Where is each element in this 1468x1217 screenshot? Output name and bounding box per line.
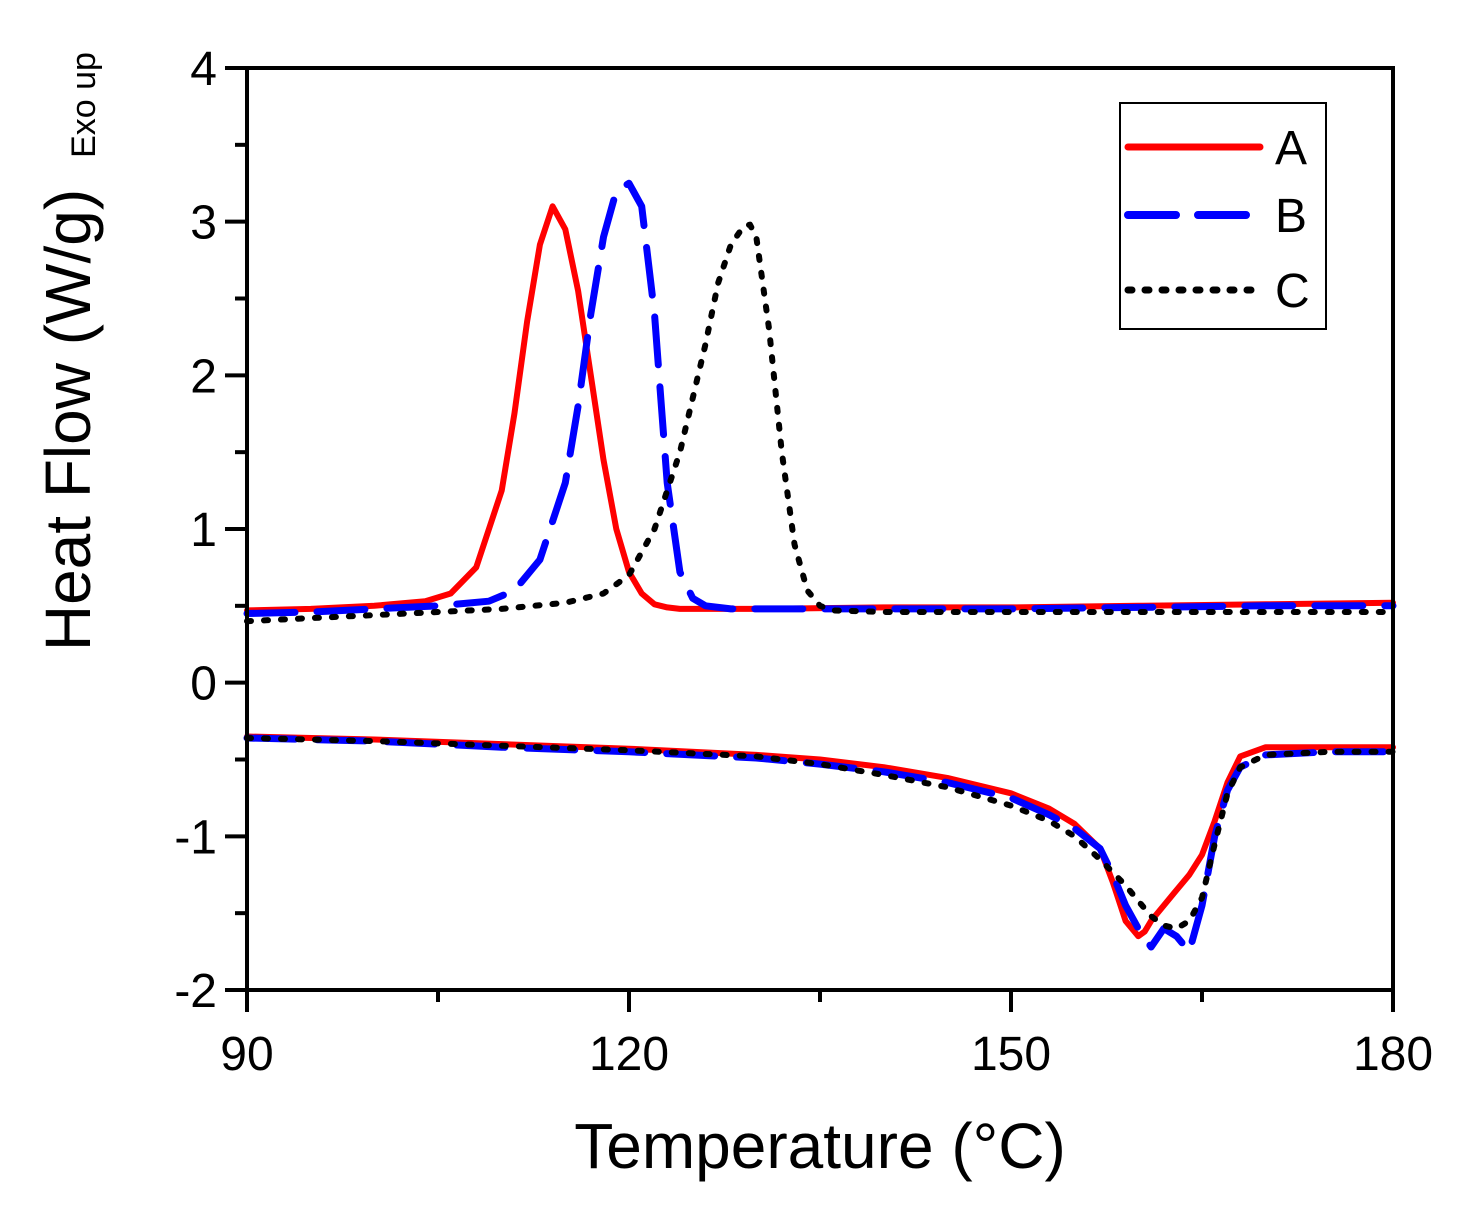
exo-up-label: Exo up [65,52,103,158]
y-tick-label: -2 [174,965,217,1018]
x-tick-label: 90 [220,1028,273,1081]
exo-up-group: Exo up [65,52,103,158]
x-tick-label: 150 [971,1028,1051,1081]
y-tick-label: -1 [174,811,217,864]
legend-label-c: C [1275,265,1310,318]
ticks-layer: 90 120 150 180 -2 -1 0 1 2 3 4 [174,43,1433,1081]
y-tick-label: 3 [190,197,217,250]
legend-label-a: A [1275,122,1307,175]
y-tick-label: 0 [190,658,217,711]
legend: ABC [1119,102,1327,330]
y-tick-label: 2 [190,350,217,403]
y-tick-label: 4 [190,43,217,96]
series-b-heating-line [243,734,1397,956]
y-axis-title-group: Heat Flow (W/g) [32,189,104,651]
x-axis-title: Temperature (°C) [574,1110,1066,1182]
legend-label-b: B [1275,190,1307,243]
y-tick-label: 1 [190,504,217,557]
series-c-heating-line [244,735,1396,932]
x-tick-label: 180 [1353,1028,1433,1081]
x-tick-label: 120 [589,1028,669,1081]
series-c-cooling-line [244,221,1396,625]
series-layer [243,179,1397,956]
y-axis-title: Heat Flow (W/g) [32,189,104,651]
